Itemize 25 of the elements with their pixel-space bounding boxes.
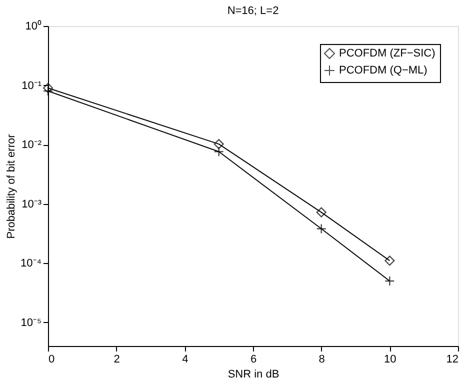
x-tick-label: 8: [318, 354, 325, 366]
legend-label: PCOFDM (Q−ML): [339, 64, 428, 76]
x-axis-title: SNR in dB: [228, 368, 280, 380]
x-tick-label: 0: [48, 354, 55, 366]
point: [316, 224, 326, 234]
y-tick-label: 10⁻²: [22, 139, 42, 152]
legend-label: PCOFDM (ZF−SIC): [339, 48, 436, 60]
y-tick-label: 10⁻⁴: [20, 258, 42, 270]
y-tick-label: 10⁻⁵: [20, 316, 42, 329]
point: [42, 82, 54, 94]
y-tick-label: 10⁻³: [22, 198, 42, 210]
x-tick-label: 2: [114, 354, 120, 366]
point: [214, 138, 224, 150]
point: [316, 207, 326, 218]
point: [384, 256, 395, 266]
point: [214, 146, 224, 157]
y-tick-label: 10⁻¹: [22, 80, 42, 92]
x-tick-label: 6: [250, 354, 257, 366]
x-tick-label: 10: [384, 354, 396, 366]
x-tick-label: 4: [182, 354, 188, 366]
x-tick-label: 12: [446, 354, 458, 366]
chart-title: N=16; L=2: [227, 5, 279, 17]
point: [384, 276, 395, 286]
y-axis-title: Probability of bit error: [6, 134, 18, 239]
y-tick-label: 10⁰: [25, 20, 42, 32]
